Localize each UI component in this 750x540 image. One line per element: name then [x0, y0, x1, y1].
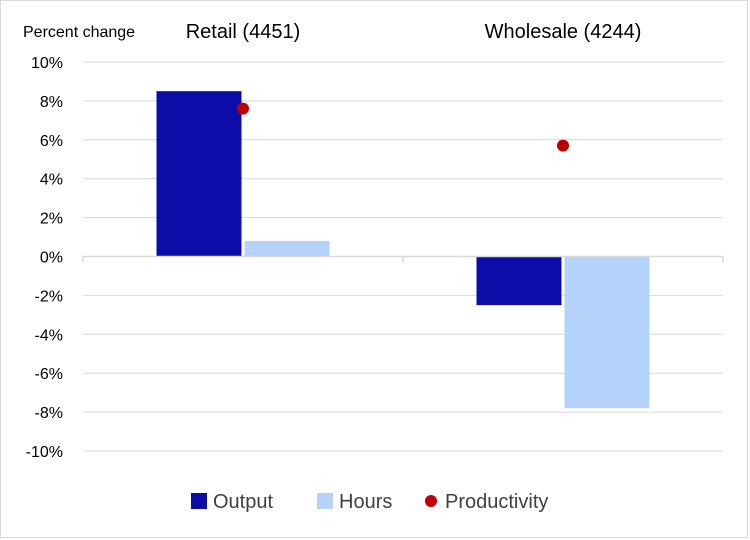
bar-output: [157, 91, 242, 256]
legend-label-hours: Hours: [339, 491, 392, 513]
legend: Output Hours Productivity: [191, 491, 548, 513]
bar-output: [477, 257, 562, 306]
legend-label-output: Output: [213, 491, 273, 513]
point-productivity: [557, 140, 569, 152]
y-tick-label: -4%: [35, 327, 63, 344]
y-tick-label: 2%: [40, 211, 63, 228]
y-tick-label: 4%: [40, 172, 63, 189]
category-title: Wholesale (4244): [485, 21, 642, 43]
y-tick-label: -8%: [35, 405, 63, 422]
y-axis-title: Percent change: [23, 24, 135, 41]
y-tick-label: 0%: [40, 250, 63, 267]
productivity-points: [237, 103, 569, 152]
point-productivity: [237, 103, 249, 115]
y-tick-label: 8%: [40, 94, 63, 111]
category-title: Retail (4451): [186, 21, 301, 43]
legend-swatch-hours: [317, 493, 333, 509]
y-tick-label: -10%: [26, 444, 63, 461]
legend-label-productivity: Productivity: [445, 491, 548, 513]
bars: [157, 91, 650, 408]
bar-hours: [565, 257, 650, 409]
y-tick-labels: 10% 8% 6% 4% 2% 0% -2% -4% -6% -8% -10%: [26, 55, 63, 461]
category-titles: Retail (4451) Wholesale (4244): [186, 21, 642, 43]
y-tick-label: -6%: [35, 366, 63, 383]
y-tick-label: 10%: [31, 55, 63, 72]
legend-swatch-productivity: [425, 495, 437, 507]
legend-swatch-output: [191, 493, 207, 509]
y-tick-label: -2%: [35, 288, 63, 305]
bar-hours: [245, 241, 330, 257]
y-tick-label: 6%: [40, 133, 63, 150]
